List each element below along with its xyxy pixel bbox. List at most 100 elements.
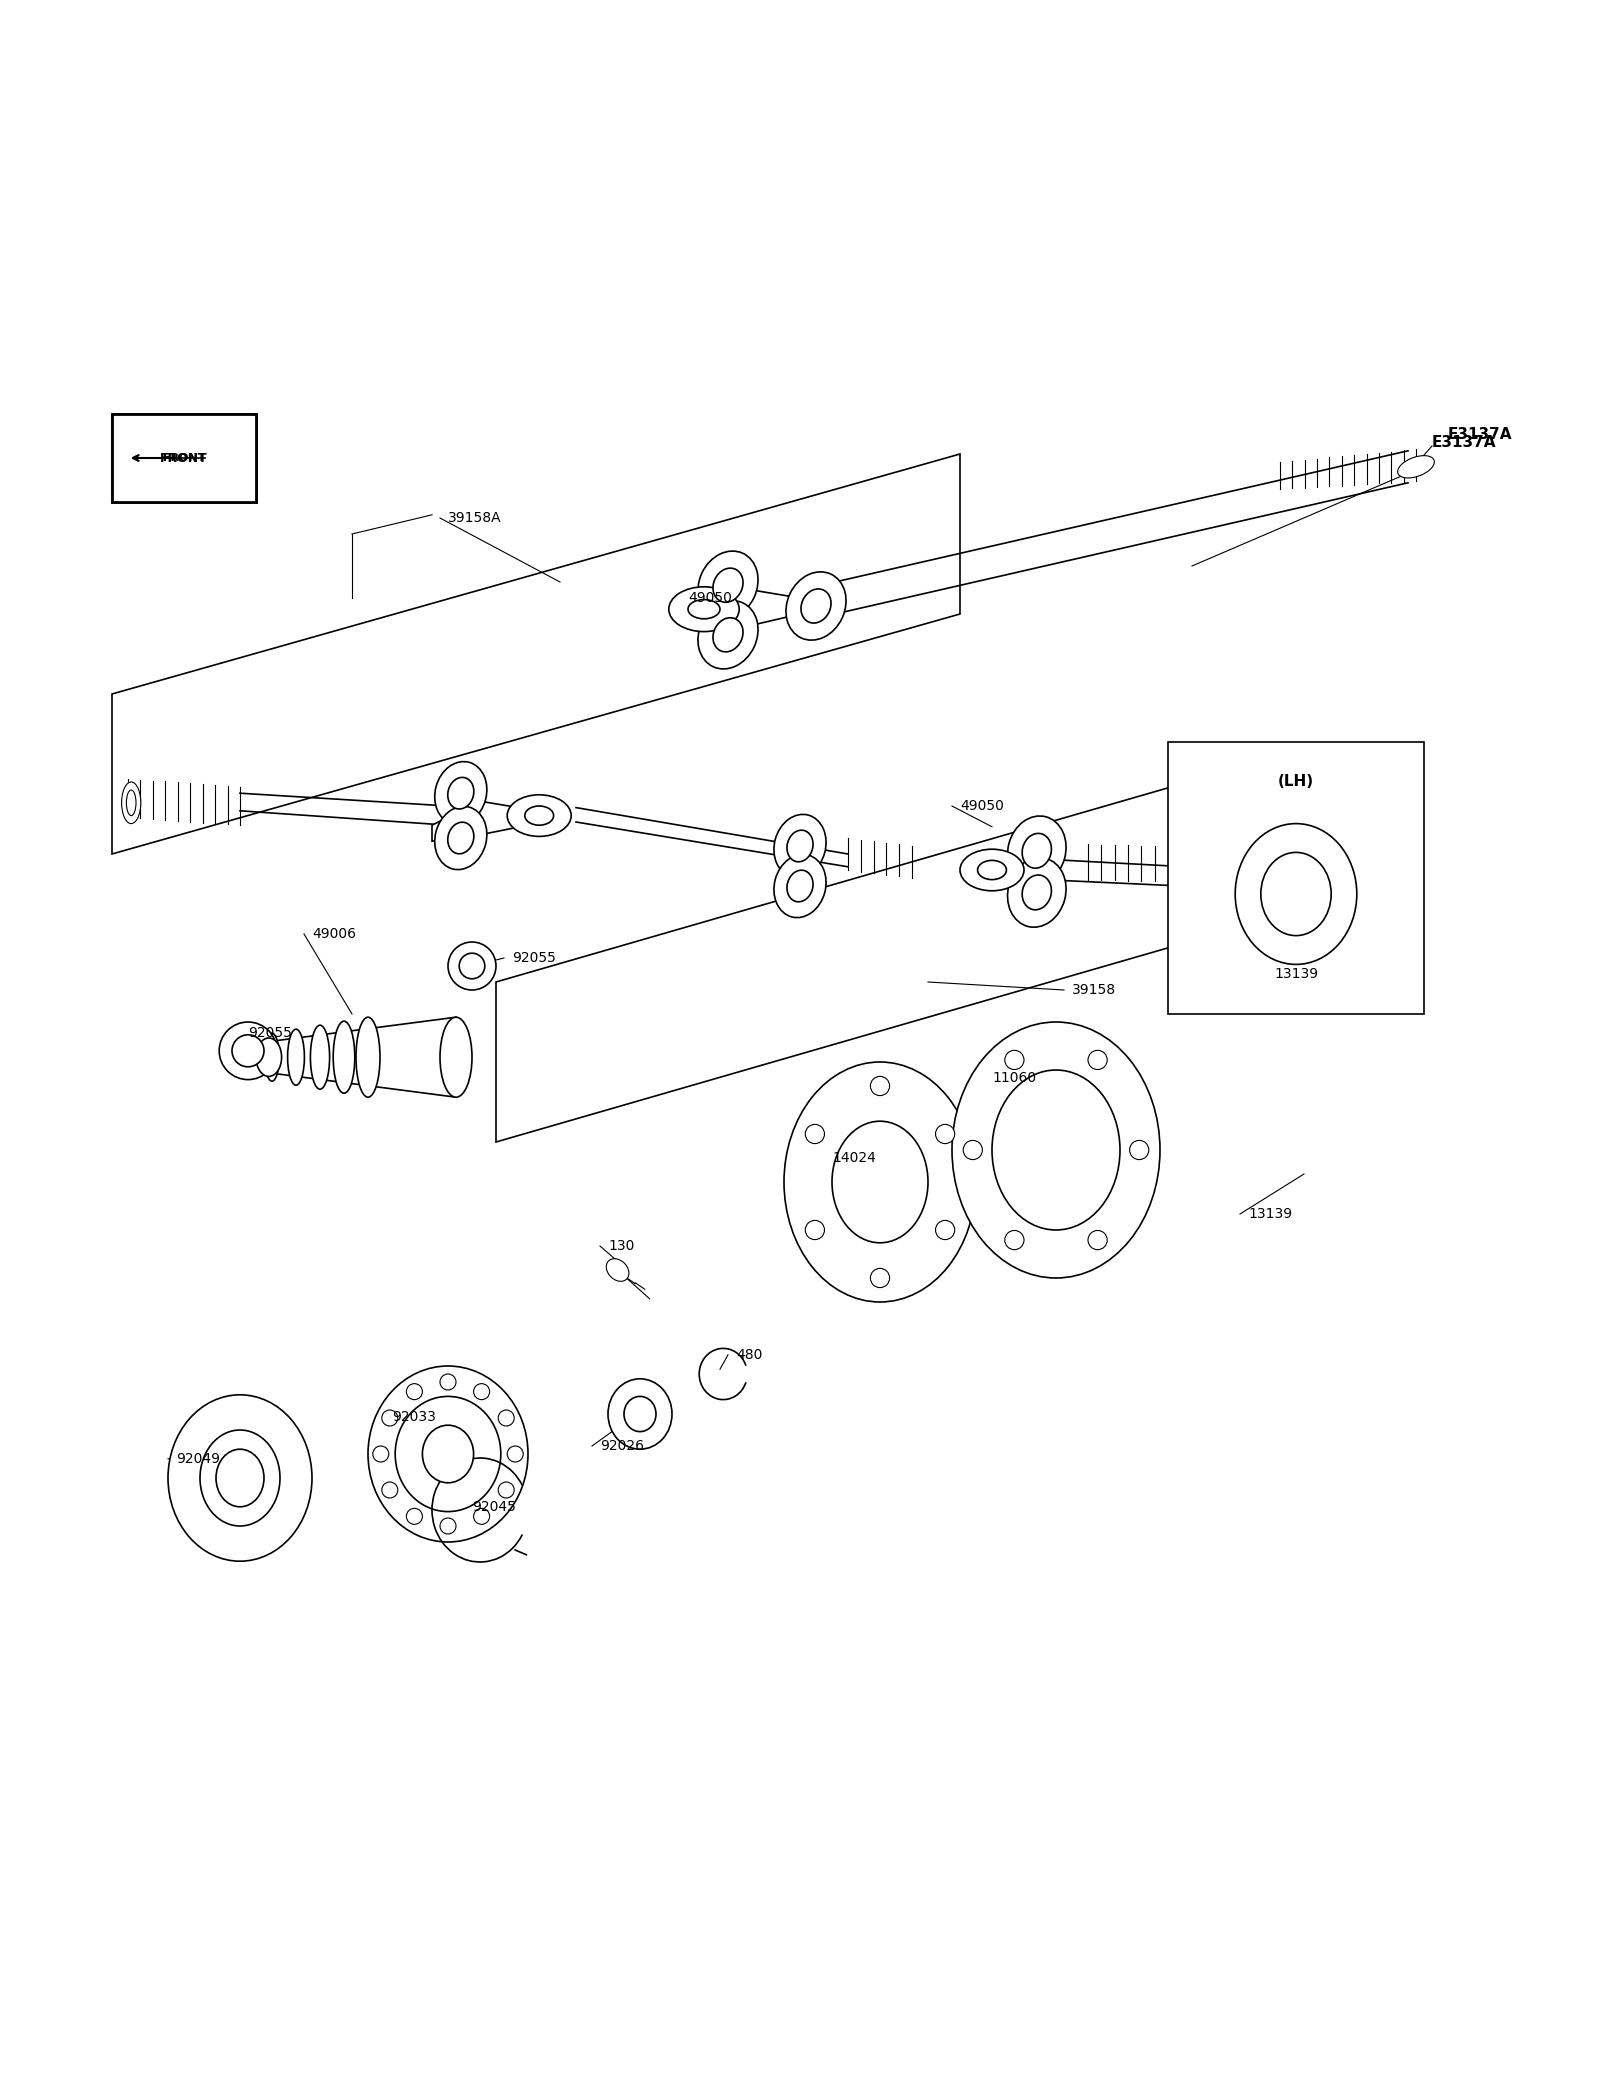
Text: 39158: 39158	[1072, 983, 1117, 998]
Ellipse shape	[459, 954, 485, 979]
Text: 92026: 92026	[600, 1439, 643, 1454]
Polygon shape	[704, 590, 800, 646]
Ellipse shape	[832, 1121, 928, 1243]
Ellipse shape	[200, 1431, 280, 1525]
Text: 49050: 49050	[960, 799, 1003, 814]
Ellipse shape	[168, 1395, 312, 1561]
Ellipse shape	[507, 795, 571, 837]
Text: 92055: 92055	[248, 1027, 291, 1040]
Circle shape	[870, 1268, 890, 1287]
Ellipse shape	[310, 1025, 330, 1090]
Circle shape	[474, 1383, 490, 1400]
Circle shape	[382, 1410, 398, 1427]
Ellipse shape	[1008, 858, 1066, 927]
Ellipse shape	[608, 1379, 672, 1450]
Text: E3137A: E3137A	[1448, 427, 1512, 441]
Ellipse shape	[698, 550, 758, 619]
Ellipse shape	[606, 1259, 629, 1280]
Text: 480: 480	[736, 1347, 762, 1362]
Ellipse shape	[525, 805, 554, 824]
Ellipse shape	[435, 761, 486, 824]
Text: 92045: 92045	[472, 1500, 515, 1515]
Circle shape	[373, 1446, 389, 1462]
Ellipse shape	[787, 831, 813, 862]
Ellipse shape	[448, 941, 496, 990]
Ellipse shape	[256, 1038, 282, 1077]
Ellipse shape	[960, 849, 1024, 891]
Ellipse shape	[714, 617, 742, 653]
Ellipse shape	[1008, 816, 1066, 885]
Ellipse shape	[126, 791, 136, 816]
Circle shape	[382, 1481, 398, 1498]
Ellipse shape	[802, 590, 830, 623]
Ellipse shape	[1022, 833, 1051, 868]
Ellipse shape	[232, 1036, 264, 1067]
Ellipse shape	[122, 782, 141, 824]
Ellipse shape	[624, 1395, 656, 1431]
Ellipse shape	[992, 1069, 1120, 1230]
Polygon shape	[496, 774, 1216, 1142]
Text: FRONT: FRONT	[160, 452, 208, 464]
Circle shape	[805, 1220, 824, 1241]
Circle shape	[805, 1123, 824, 1144]
Circle shape	[406, 1383, 422, 1400]
Ellipse shape	[216, 1450, 264, 1506]
Ellipse shape	[774, 814, 826, 879]
Text: 13139: 13139	[1248, 1207, 1293, 1222]
Ellipse shape	[333, 1021, 355, 1094]
Ellipse shape	[1261, 851, 1331, 935]
Ellipse shape	[288, 1029, 304, 1086]
Circle shape	[498, 1410, 514, 1427]
Text: (LH): (LH)	[1278, 774, 1314, 789]
Circle shape	[1130, 1140, 1149, 1159]
Polygon shape	[112, 454, 960, 854]
Ellipse shape	[448, 778, 474, 810]
Ellipse shape	[786, 571, 846, 640]
Ellipse shape	[448, 822, 474, 854]
Circle shape	[1088, 1050, 1107, 1069]
Ellipse shape	[440, 1017, 472, 1096]
Polygon shape	[432, 801, 528, 841]
Ellipse shape	[1235, 824, 1357, 964]
Text: 92033: 92033	[392, 1410, 435, 1425]
Text: 13139: 13139	[1274, 967, 1318, 981]
Text: 130: 130	[608, 1238, 634, 1253]
Text: 49050: 49050	[688, 592, 731, 605]
Circle shape	[936, 1220, 955, 1241]
Text: 49006: 49006	[312, 927, 355, 941]
Ellipse shape	[435, 805, 486, 870]
Circle shape	[1088, 1230, 1107, 1249]
Circle shape	[936, 1123, 955, 1144]
Ellipse shape	[978, 860, 1006, 879]
Ellipse shape	[669, 586, 739, 632]
Circle shape	[406, 1508, 422, 1525]
Circle shape	[870, 1077, 890, 1096]
FancyBboxPatch shape	[112, 414, 256, 502]
Text: 14024: 14024	[832, 1151, 875, 1165]
Circle shape	[1005, 1050, 1024, 1069]
Circle shape	[440, 1374, 456, 1389]
Ellipse shape	[219, 1023, 277, 1079]
Ellipse shape	[774, 854, 826, 918]
Ellipse shape	[784, 1063, 976, 1301]
Ellipse shape	[395, 1395, 501, 1513]
Ellipse shape	[266, 1033, 280, 1082]
Bar	[1168, 743, 1424, 1015]
Text: 39158A: 39158A	[448, 510, 502, 525]
Ellipse shape	[422, 1425, 474, 1483]
Circle shape	[507, 1446, 523, 1462]
Ellipse shape	[698, 600, 758, 669]
Circle shape	[1005, 1230, 1024, 1249]
Ellipse shape	[368, 1366, 528, 1542]
Text: 11060: 11060	[992, 1071, 1037, 1086]
Text: FRONT: FRONT	[163, 454, 205, 462]
Circle shape	[440, 1519, 456, 1533]
Ellipse shape	[1022, 874, 1051, 910]
Ellipse shape	[355, 1017, 381, 1096]
Ellipse shape	[714, 569, 742, 602]
Ellipse shape	[952, 1023, 1160, 1278]
Text: 92049: 92049	[176, 1452, 221, 1466]
Bar	[112, 414, 256, 502]
Text: E3137A: E3137A	[1432, 435, 1496, 450]
Circle shape	[963, 1140, 982, 1159]
